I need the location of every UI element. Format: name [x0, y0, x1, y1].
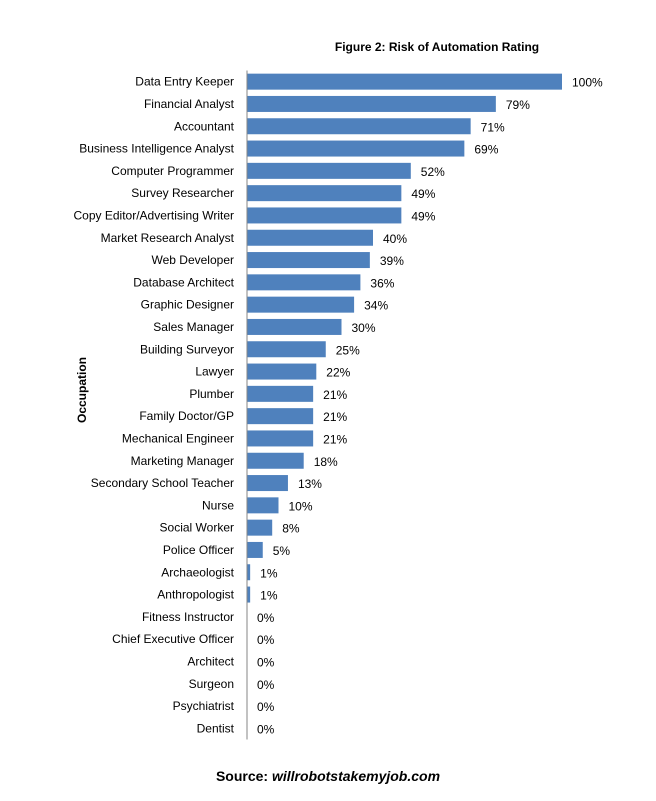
value-label: 13% [298, 477, 322, 491]
value-label: 1% [260, 589, 278, 603]
category-label: Family Doctor/GP [139, 409, 234, 423]
value-label: 5% [273, 544, 291, 558]
category-label: Data Entry Keeper [135, 75, 234, 89]
category-label: Copy Editor/Advertising Writer [74, 208, 235, 222]
bar [247, 140, 465, 157]
category-label: Surgeon [189, 677, 234, 691]
category-label: Police Officer [163, 543, 234, 557]
value-label: 18% [314, 455, 338, 469]
value-label: 79% [506, 98, 530, 112]
category-label: Market Research Analyst [101, 231, 235, 245]
category-label: Secondary School Teacher [91, 476, 234, 490]
bar [247, 363, 317, 380]
source-note: Source: willrobotstakemyjob.com [0, 768, 656, 784]
category-label: Building Surveyor [140, 342, 234, 356]
bar [247, 408, 314, 425]
bar [247, 385, 314, 402]
category-label: Financial Analyst [144, 97, 235, 111]
category-label: Web Developer [152, 253, 235, 267]
value-label: 10% [289, 499, 313, 513]
bar [247, 73, 562, 90]
bar [247, 519, 273, 536]
value-label: 71% [481, 120, 505, 134]
bar [247, 185, 402, 202]
value-label: 21% [323, 432, 347, 446]
bar [247, 475, 288, 492]
category-label: Marketing Manager [131, 454, 234, 468]
value-label: 40% [383, 232, 407, 246]
value-label: 0% [257, 678, 275, 692]
bar [247, 95, 496, 112]
value-label: 0% [257, 700, 275, 714]
value-label: 100% [572, 76, 603, 90]
category-label: Anthropologist [157, 588, 234, 602]
bar [247, 207, 402, 224]
value-label: 39% [380, 254, 404, 268]
category-label: Business Intelligence Analyst [79, 142, 234, 156]
category-label: Nurse [202, 498, 234, 512]
bar [247, 430, 314, 447]
source-prefix: Source: [215, 768, 272, 784]
y-axis-label: Occupation [75, 357, 89, 423]
category-label: Architect [187, 654, 234, 668]
value-label: 21% [323, 388, 347, 402]
bar [247, 229, 373, 246]
bar [247, 452, 304, 469]
bar [247, 586, 251, 603]
value-label: 49% [411, 187, 435, 201]
chart-title: Figure 2: Risk of Automation Rating [335, 40, 539, 54]
value-label: 8% [282, 522, 300, 536]
bar [247, 318, 342, 335]
category-label: Accountant [174, 119, 235, 133]
value-label: 52% [421, 165, 445, 179]
value-label: 0% [257, 655, 275, 669]
bar [247, 541, 263, 558]
bar [247, 252, 370, 269]
bar [247, 118, 471, 135]
category-label: Graphic Designer [141, 298, 234, 312]
category-label: Database Architect [133, 275, 234, 289]
bar [247, 341, 326, 358]
category-label: Sales Manager [153, 320, 234, 334]
bar [247, 162, 411, 179]
value-label: 22% [326, 366, 350, 380]
value-label: 0% [257, 611, 275, 625]
value-label: 1% [260, 566, 278, 580]
value-label: 30% [352, 321, 376, 335]
category-label: Archaeologist [161, 565, 234, 579]
category-label: Lawyer [195, 365, 234, 379]
source-link[interactable]: willrobotstakemyjob.com [271, 768, 441, 784]
category-labels: Data Entry Keeper Financial Analyst Accoun… [74, 75, 235, 736]
category-label: Dentist [197, 721, 235, 735]
value-label: 49% [411, 209, 435, 223]
category-label: Computer Programmer [111, 164, 234, 178]
value-label: 34% [364, 299, 388, 313]
bar [247, 274, 361, 291]
bar [247, 564, 251, 581]
bar [247, 296, 355, 313]
value-label: 21% [323, 410, 347, 424]
category-label: Mechanical Engineer [122, 431, 234, 445]
category-label: Plumber [189, 387, 234, 401]
category-label: Survey Researcher [131, 186, 234, 200]
category-label: Psychiatrist [173, 699, 235, 713]
category-label: Social Worker [160, 521, 234, 535]
bars-group [247, 73, 562, 603]
bar [247, 497, 279, 514]
category-label: Fitness Instructor [142, 610, 234, 624]
value-label: 36% [370, 276, 394, 290]
category-label: Chief Executive Officer [112, 632, 234, 646]
value-label: 25% [336, 343, 360, 357]
value-label: 69% [474, 143, 498, 157]
value-labels: 100% 79%71% 69% 52% 49% 49% 40% 39% 36% 34% 30% 25%… [257, 76, 603, 737]
value-label: 0% [257, 722, 275, 736]
value-label: 0% [257, 633, 275, 647]
